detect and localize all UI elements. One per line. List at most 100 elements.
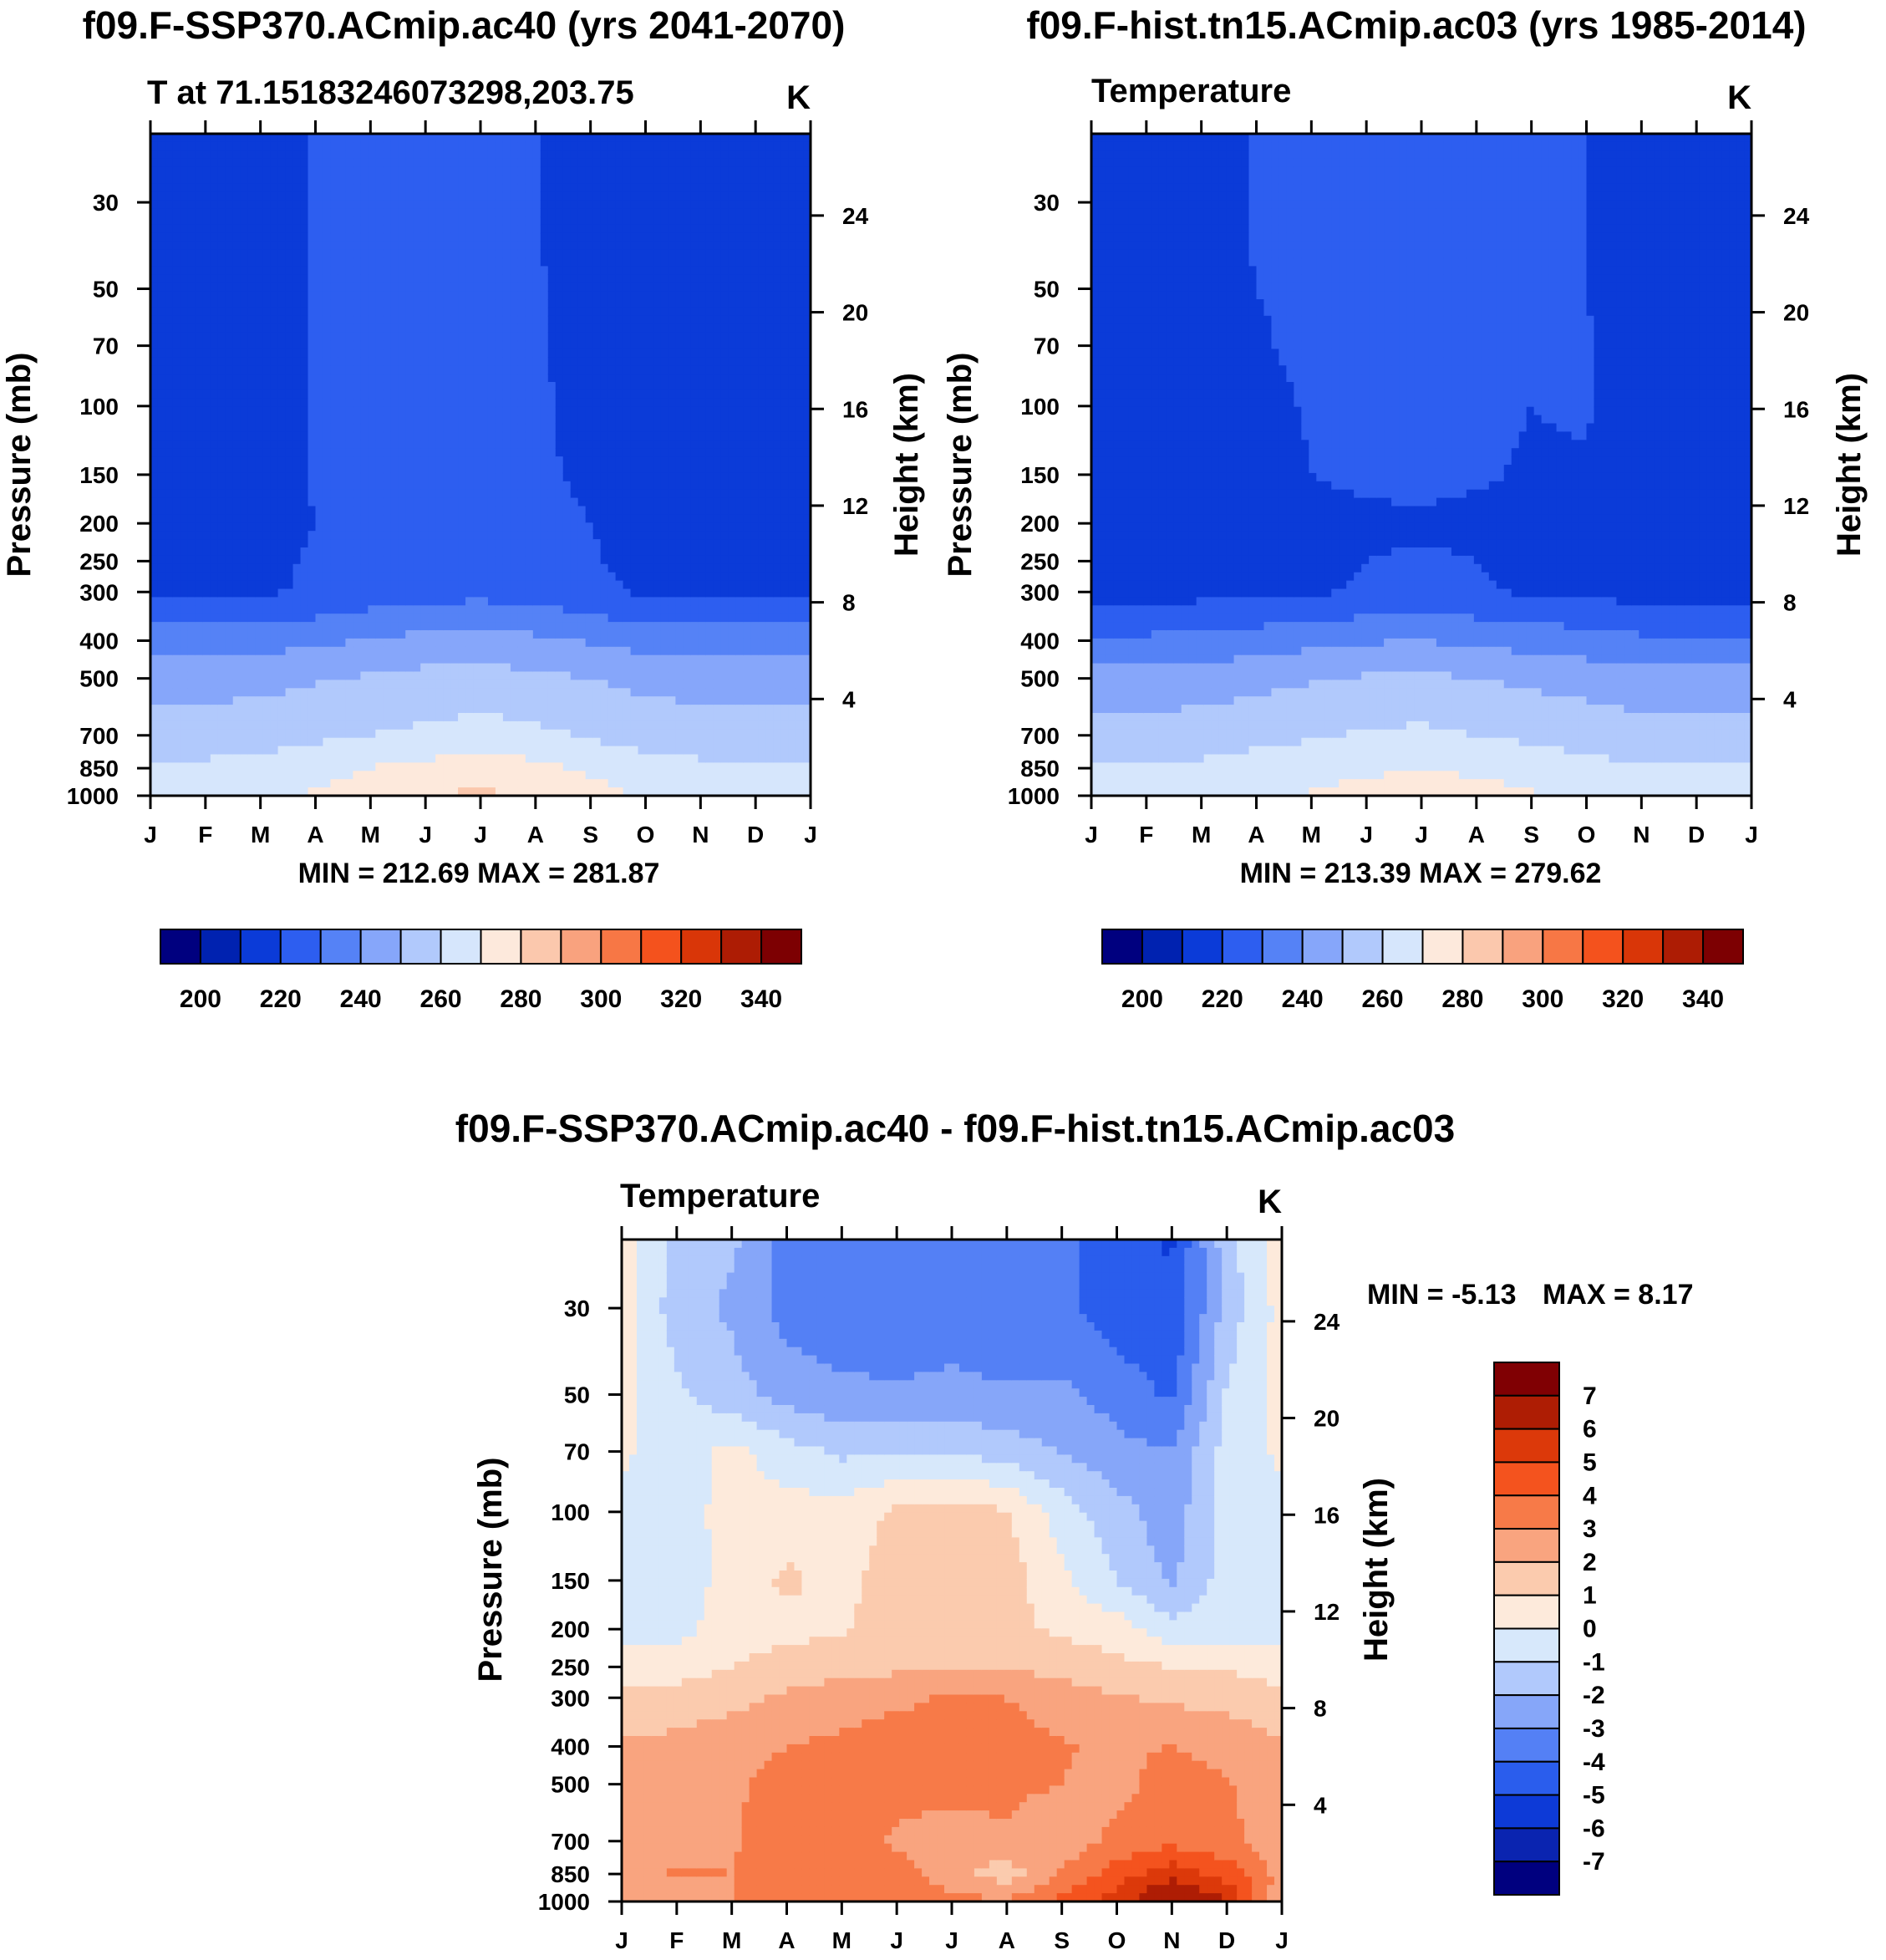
contour-cell <box>241 771 249 780</box>
contour-cell <box>256 242 264 251</box>
contour-cell <box>180 390 189 400</box>
contour-cell <box>173 167 181 176</box>
contour-cell <box>278 522 287 532</box>
contour-cell <box>203 597 211 606</box>
contour-cell <box>226 639 234 648</box>
contour-cell <box>211 481 219 491</box>
contour-cell <box>218 730 226 739</box>
contour-cell <box>286 779 294 788</box>
contour-cell <box>278 755 287 764</box>
contour-cell <box>180 581 189 590</box>
contour-cell <box>301 564 309 573</box>
contour-cell <box>211 390 219 400</box>
contour-cell <box>158 150 166 160</box>
contour-cell <box>165 531 174 540</box>
contour-cell <box>308 746 317 756</box>
contour-cell <box>278 589 287 598</box>
contour-cell <box>278 159 287 168</box>
contour-cell <box>316 531 324 540</box>
contour-cell <box>271 225 279 234</box>
contour-cell <box>158 721 166 731</box>
contour-cell <box>165 407 174 416</box>
contour-cell <box>316 291 324 300</box>
contour-cell <box>180 349 189 358</box>
contour-cell <box>316 431 324 440</box>
contour-cell <box>158 324 166 333</box>
contour-cell <box>316 415 324 425</box>
contour-cell <box>188 390 196 400</box>
contour-cell <box>301 407 309 416</box>
contour-cell <box>180 299 189 308</box>
contour-cell <box>203 771 211 780</box>
contour-cell <box>316 639 324 648</box>
contour-cell <box>158 556 166 565</box>
contour-cell <box>323 134 331 143</box>
contour-cell <box>226 382 234 391</box>
contour-cell <box>293 176 302 185</box>
contour-cell <box>165 738 174 747</box>
contour-cell <box>248 448 257 457</box>
contour-cell <box>248 581 257 590</box>
contour-cell <box>301 730 309 739</box>
contour-cell <box>218 431 226 440</box>
contour-cell <box>286 738 294 747</box>
contour-cell <box>226 424 234 433</box>
contour-cell <box>165 142 174 151</box>
contour-cell <box>323 233 331 242</box>
contour-cell <box>188 258 196 267</box>
contour-cell <box>293 283 302 292</box>
contour-cell <box>316 225 324 234</box>
contour-cell <box>248 431 257 440</box>
contour-cell <box>173 779 181 788</box>
contour-cell <box>308 341 317 350</box>
contour-cell <box>180 283 189 292</box>
contour-cell <box>180 639 189 648</box>
contour-cell <box>173 424 181 433</box>
contour-cell <box>211 456 219 466</box>
contour-cell <box>226 655 234 664</box>
contour-cell <box>211 730 219 739</box>
contour-cell <box>165 266 174 275</box>
contour-cell <box>278 316 287 325</box>
contour-cell <box>263 680 272 689</box>
contour-cell <box>278 191 287 201</box>
contour-cell <box>308 274 317 283</box>
contour-cell <box>158 407 166 416</box>
contour-cell <box>286 581 294 590</box>
contour-cell <box>241 431 249 440</box>
contour-cell <box>271 755 279 764</box>
contour-cell <box>316 134 324 143</box>
contour-cell <box>196 274 204 283</box>
contour-cell <box>188 225 196 234</box>
contour-cell <box>278 721 287 731</box>
contour-cell <box>308 713 317 722</box>
contour-cell <box>293 556 302 565</box>
contour-cell <box>271 664 279 673</box>
contour-cell <box>211 771 219 780</box>
contour-cell <box>203 680 211 689</box>
contour-cell <box>248 655 257 664</box>
contour-cell <box>173 613 181 623</box>
contour-cell <box>308 291 317 300</box>
contour-cell <box>173 622 181 631</box>
contour-cell <box>188 399 196 408</box>
contour-cell <box>211 316 219 325</box>
contour-cell <box>278 225 287 234</box>
contour-cell <box>286 613 294 623</box>
contour-cell <box>278 150 287 160</box>
contour-cell <box>293 721 302 731</box>
contour-cell <box>180 713 189 722</box>
contour-cell <box>233 680 241 689</box>
contour-cell <box>180 507 189 516</box>
contour-cell <box>203 738 211 747</box>
contour-cell <box>218 655 226 664</box>
contour-cell <box>271 250 279 259</box>
contour-cell <box>293 672 302 681</box>
contour-cell <box>165 547 174 557</box>
contour-cell <box>301 613 309 623</box>
contour-cell <box>316 176 324 185</box>
contour-cell <box>248 647 257 656</box>
contour-cell <box>226 473 234 482</box>
contour-cell <box>165 473 174 482</box>
contour-cell <box>323 159 331 168</box>
